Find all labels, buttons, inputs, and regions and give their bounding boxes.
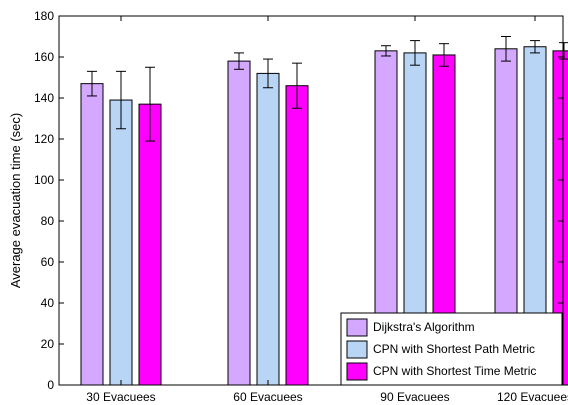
bar <box>138 103 162 386</box>
y-tick-label: 80 <box>41 214 55 228</box>
bars-layer <box>80 46 568 386</box>
error-bars-layer <box>87 36 568 142</box>
bar <box>256 72 280 386</box>
bar <box>109 99 133 386</box>
y-tick-label: 100 <box>34 173 54 187</box>
bar <box>227 60 251 386</box>
x-tick-label: 90 Evacuees <box>380 390 449 404</box>
x-tick-label: 30 Evacuees <box>86 390 155 404</box>
y-tick-label: 120 <box>34 132 54 146</box>
y-tick-label: 40 <box>41 296 55 310</box>
legend-box <box>340 312 563 386</box>
plot-frame <box>58 15 564 386</box>
legend-swatch <box>346 362 368 381</box>
y-tick-label: 160 <box>34 50 54 64</box>
x-tick-label: 60 Evacuees <box>233 390 302 404</box>
legend-label: Dijkstra's Algorithm <box>373 320 475 334</box>
bar <box>285 85 309 386</box>
y-tick-label: 180 <box>34 9 54 23</box>
legend-swatch <box>346 340 368 359</box>
x-axis-ticks: 30 Evacuees 60 Evacuees 90 Evacuees 120 Eva… <box>86 16 568 404</box>
y-tick-label: 140 <box>34 91 54 105</box>
y-tick-label: 20 <box>41 337 55 351</box>
legend-label: CPN with Shortest Path Metric <box>373 342 535 356</box>
legend: Dijkstra's Algorithm CPN with Shortest Pa… <box>340 312 563 386</box>
y-axis-label: Average evacuation time (sec) <box>8 113 23 288</box>
y-tick-label: 60 <box>41 255 55 269</box>
y-tick-label: 0 <box>47 378 54 392</box>
bar <box>80 83 104 386</box>
legend-label: CPN with Shortest Time Metric <box>373 364 536 378</box>
legend-swatch <box>346 318 368 337</box>
x-tick-label: 120 Evacuees <box>497 390 568 404</box>
